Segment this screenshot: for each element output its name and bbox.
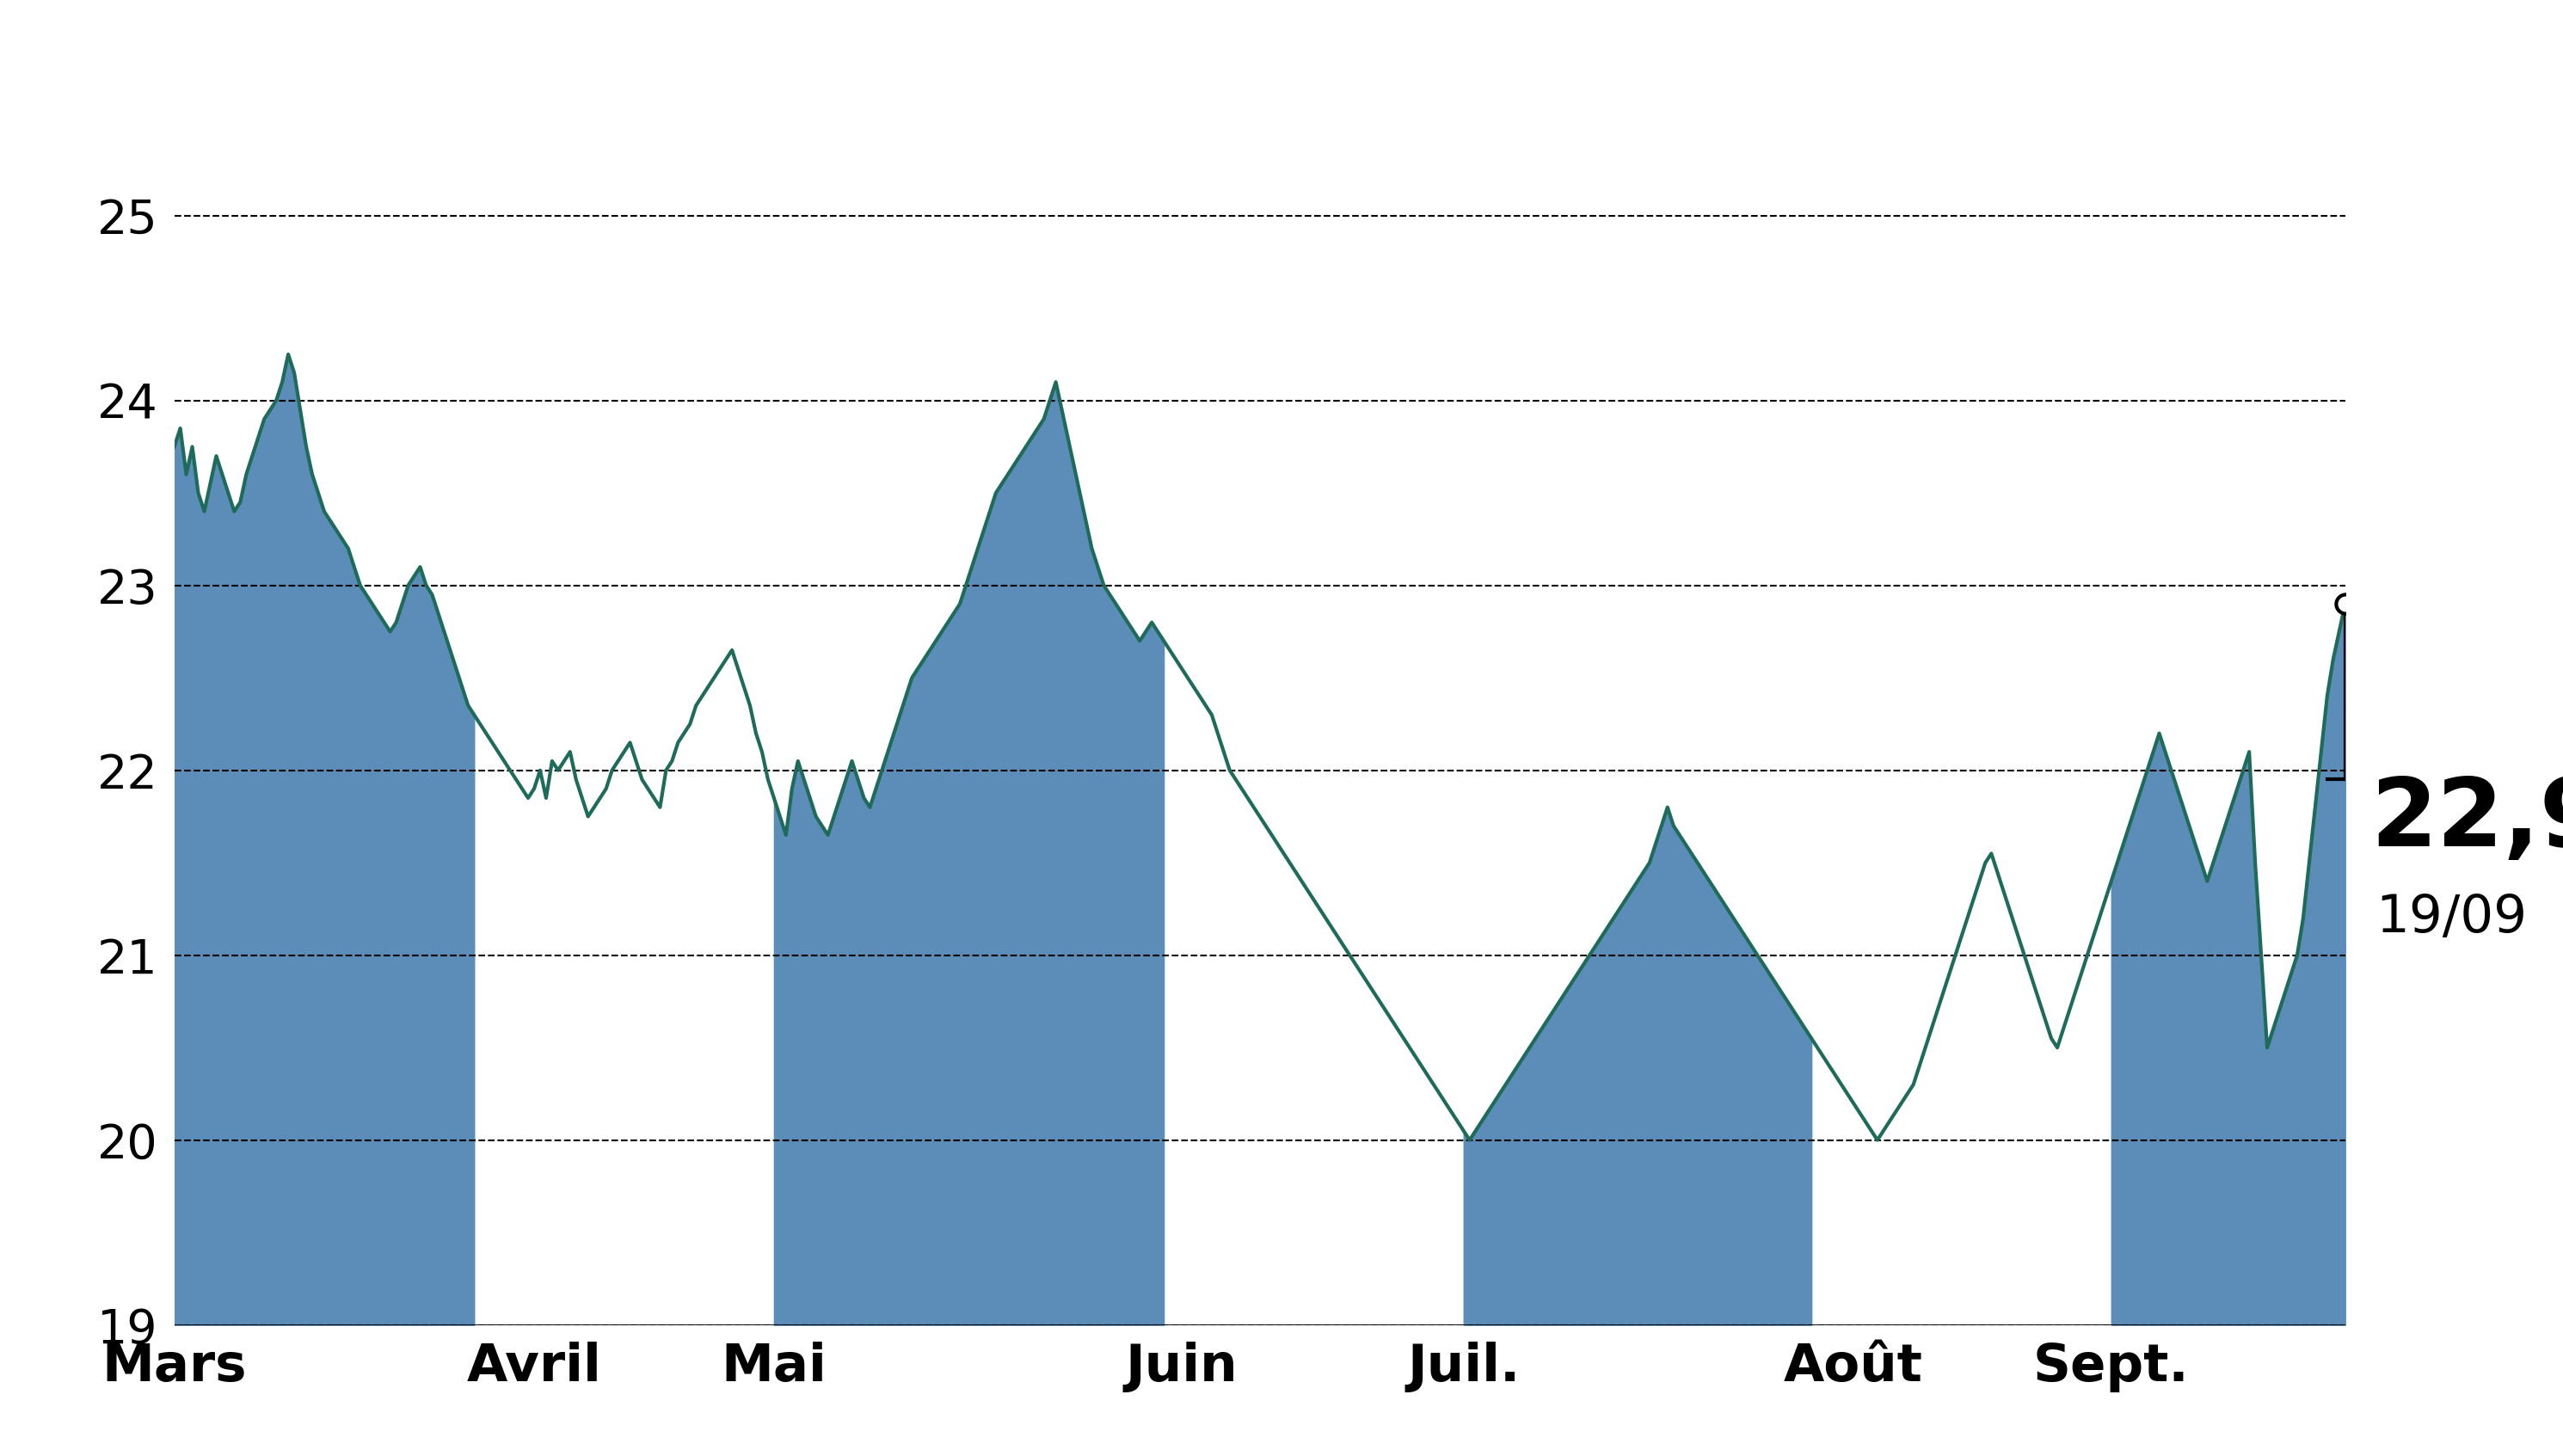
Text: 22,90: 22,90	[2371, 775, 2563, 866]
Text: TECHNIP ENERGIES: TECHNIP ENERGIES	[636, 15, 1927, 131]
Text: 19/09: 19/09	[2376, 893, 2527, 943]
